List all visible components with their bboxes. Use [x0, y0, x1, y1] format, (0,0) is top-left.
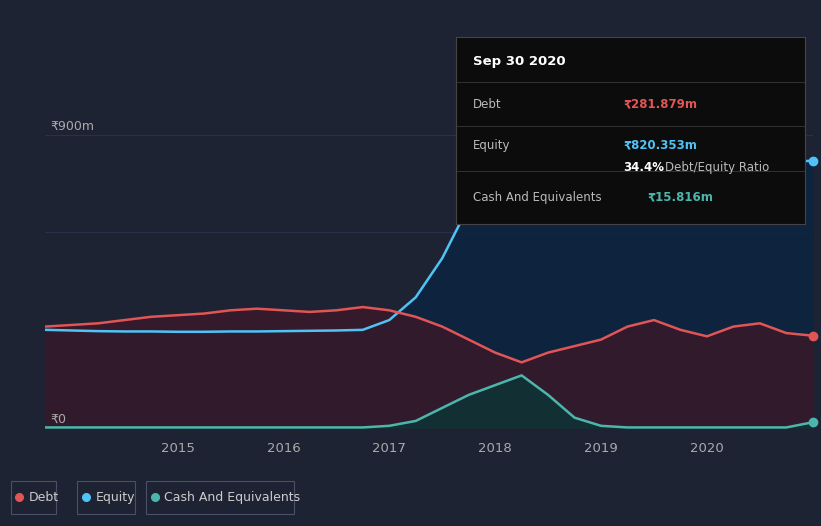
Text: ₹820.353m: ₹820.353m — [623, 139, 697, 151]
Text: Cash And Equivalents: Cash And Equivalents — [164, 491, 300, 503]
Text: Debt: Debt — [473, 97, 502, 110]
Text: Debt: Debt — [29, 491, 59, 503]
Text: Equity: Equity — [95, 491, 135, 503]
Text: ₹281.879m: ₹281.879m — [623, 97, 697, 110]
FancyBboxPatch shape — [77, 481, 135, 513]
Text: ₹15.816m: ₹15.816m — [648, 191, 713, 204]
Text: 34.4%: 34.4% — [623, 161, 664, 174]
FancyBboxPatch shape — [11, 481, 56, 513]
Text: Sep 30 2020: Sep 30 2020 — [473, 55, 566, 68]
Text: Cash And Equivalents: Cash And Equivalents — [473, 191, 602, 204]
Text: Debt/Equity Ratio: Debt/Equity Ratio — [665, 161, 769, 174]
FancyBboxPatch shape — [146, 481, 294, 513]
Text: ₹900m: ₹900m — [50, 120, 94, 133]
Text: ₹0: ₹0 — [50, 413, 67, 426]
Text: Equity: Equity — [473, 139, 511, 151]
